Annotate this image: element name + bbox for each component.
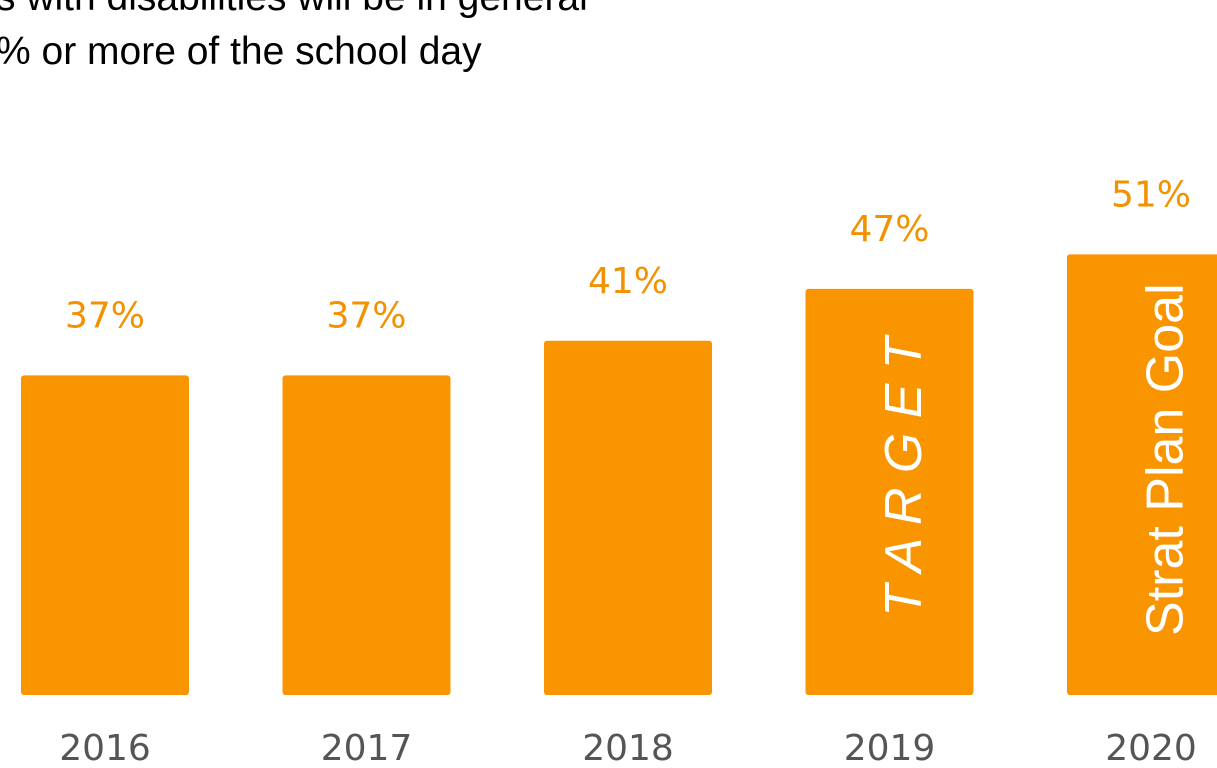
bar-2019 [805,288,974,695]
value-label-2018: 41% [588,261,668,302]
chart-title-line-2: % or more of the school day [0,30,482,73]
category-label-2019: 2019 [844,728,936,768]
bar-annotation-2020: Strat Plan Goal [1137,283,1195,636]
value-label-2016: 37% [65,295,145,336]
category-label-2016: 2016 [59,728,151,768]
value-label-2019: 47% [849,209,929,250]
category-label-2020: 2020 [1105,728,1197,768]
bar-2017 [282,375,451,695]
bar-2018 [544,340,712,695]
value-label-2017: 37% [326,295,406,336]
bar-annotation-2019: T A R G E T [875,334,933,617]
chart-title-line-1: s with disabilities will be in general [0,0,588,17]
value-label-2020: 51% [1111,174,1191,215]
bar-2020 [1067,254,1217,695]
category-label-2018: 2018 [582,728,674,768]
category-label-2017: 2017 [321,728,413,768]
bar-2016 [21,375,189,695]
